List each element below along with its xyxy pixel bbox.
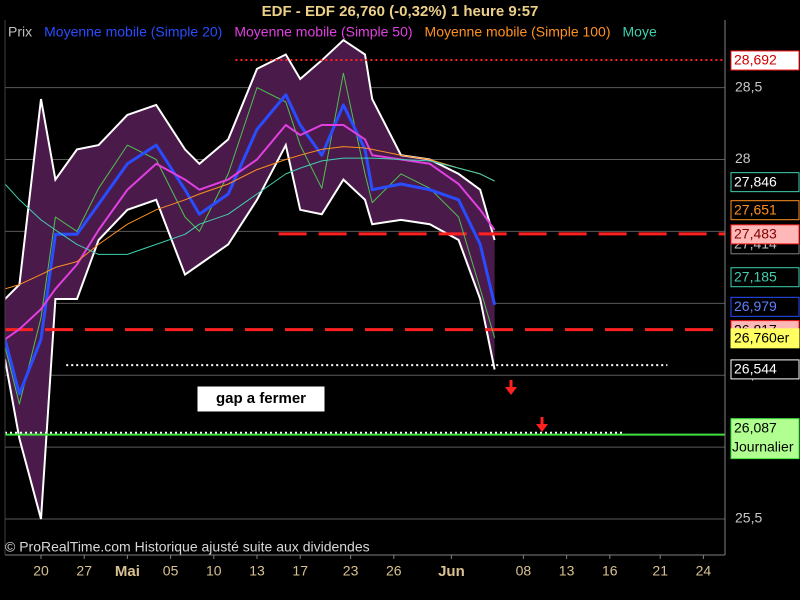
annotation-box bbox=[196, 385, 326, 413]
y-tick-label: 28,5 bbox=[735, 78, 762, 94]
legend-entry: Prix bbox=[8, 24, 32, 40]
credit: © ProRealTime.com Historique ajusté suit… bbox=[5, 539, 370, 555]
price-label: 26,087 bbox=[734, 419, 777, 435]
series-line bbox=[5, 157, 495, 255]
x-tick-label: 17 bbox=[292, 563, 308, 579]
x-tick-label: Jun bbox=[438, 563, 465, 580]
price-label-box bbox=[730, 50, 800, 71]
price-label: 27,846 bbox=[734, 173, 777, 189]
chart-title: EDF - EDF 26,760 (-0,32%) 1 heure 9:57 bbox=[262, 3, 539, 20]
x-tick-label: 20 bbox=[33, 563, 49, 579]
legend-entry: Moye bbox=[623, 24, 657, 40]
price-label-box bbox=[730, 224, 800, 245]
y-tick-label: 28 bbox=[735, 150, 751, 166]
price-label: 27,185 bbox=[734, 268, 777, 284]
x-tick-label: 27 bbox=[76, 563, 92, 579]
price-label: 27,483 bbox=[734, 226, 777, 242]
y-tick-label: 25,5 bbox=[735, 510, 762, 526]
band-area bbox=[5, 40, 495, 519]
price-label-box bbox=[730, 328, 800, 349]
title-bar bbox=[0, 0, 800, 22]
series-line bbox=[5, 124, 496, 341]
x-tick-label: 13 bbox=[249, 563, 265, 579]
price-label: 26,979 bbox=[734, 298, 777, 314]
arrow bbox=[505, 380, 517, 395]
price-labels: 28,69227,84627,65127,41427,48327,18526,9… bbox=[730, 50, 800, 460]
legend-entry: Moyenne mobile (Simple 50) bbox=[234, 24, 412, 40]
x-axis: 20 27 Mai 05 10 13 17 23 26 Jun 08 13 16 21 24 bbox=[33, 555, 711, 580]
price-label-box bbox=[730, 200, 800, 221]
price-label-box bbox=[730, 267, 800, 288]
price-label-box bbox=[730, 296, 800, 317]
price-label-box bbox=[730, 172, 800, 193]
legend: Prix Moyenne mobile (Simple 20) Moyenne mo… bbox=[8, 24, 657, 40]
x-tick-label: 21 bbox=[652, 563, 668, 579]
x-tick-label: 08 bbox=[516, 563, 532, 579]
x-tick-label: 05 bbox=[163, 563, 179, 579]
x-tick-label: 26 bbox=[386, 563, 402, 579]
legend-entry: Moyenne mobile (Simple 100) bbox=[425, 24, 611, 40]
price-label: 27,651 bbox=[734, 201, 777, 217]
x-tick-label: 23 bbox=[343, 563, 359, 579]
legend-entry: Moyenne mobile (Simple 20) bbox=[44, 24, 222, 40]
series-line bbox=[5, 146, 495, 290]
x-tick-label: 10 bbox=[206, 563, 222, 579]
price-label-box bbox=[730, 418, 800, 460]
band-lower bbox=[5, 142, 496, 520]
grid bbox=[5, 87, 725, 520]
series-line bbox=[5, 93, 497, 396]
price-label: 26,544 bbox=[734, 361, 777, 377]
price-label: 28,692 bbox=[734, 52, 777, 68]
plot-area bbox=[5, 38, 725, 520]
x-tick-label: 16 bbox=[602, 563, 618, 579]
arrow bbox=[536, 417, 548, 432]
x-tick-label: Mai bbox=[115, 563, 140, 580]
price-label: 26,760er bbox=[734, 330, 790, 346]
x-tick-label: 13 bbox=[559, 563, 575, 579]
price-label-box bbox=[730, 359, 800, 380]
annotation: gap a fermer bbox=[216, 390, 306, 407]
x-tick-label: 24 bbox=[696, 563, 712, 579]
series-line bbox=[5, 72, 496, 405]
price-sublabel: Journalier bbox=[732, 438, 794, 454]
